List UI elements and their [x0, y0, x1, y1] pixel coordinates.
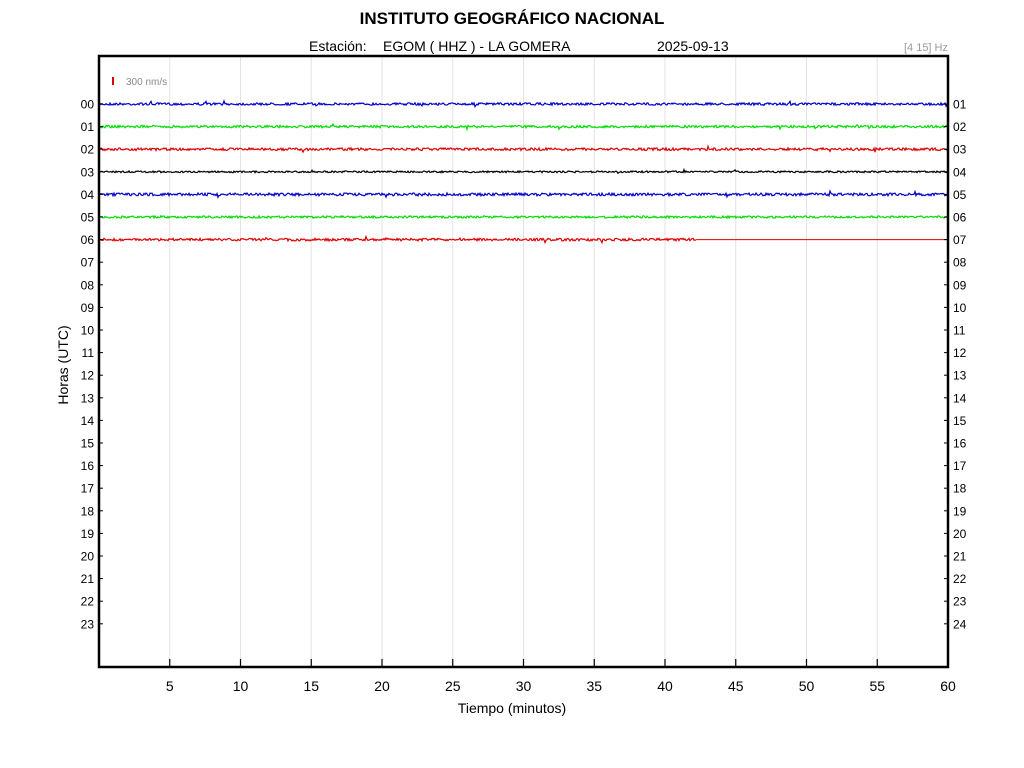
hour-label-left: 07 — [81, 256, 95, 270]
hour-label-left: 03 — [81, 165, 95, 179]
x-tick-label: 5 — [166, 678, 174, 694]
date-label: 2025-09-13 — [657, 38, 729, 54]
x-tick-label: 45 — [728, 678, 744, 694]
hour-label-left: 22 — [81, 595, 95, 609]
hour-label-left: 02 — [81, 143, 95, 157]
hour-label-right: 12 — [953, 346, 967, 360]
seismic-trace-02 — [98, 144, 949, 154]
hour-label-right: 16 — [953, 437, 967, 451]
hour-label-left: 17 — [81, 482, 95, 496]
hour-label-left: 13 — [81, 391, 95, 405]
hour-label-left: 16 — [81, 459, 95, 473]
hour-label-right: 22 — [953, 572, 967, 586]
hour-label-left: 06 — [81, 233, 95, 247]
hour-label-left: 08 — [81, 278, 95, 292]
x-tick-label: 15 — [303, 678, 319, 694]
hour-label-right: 24 — [953, 617, 967, 631]
hour-label-left: 11 — [82, 346, 95, 360]
hour-label-right: 11 — [953, 324, 966, 338]
hour-label-left: 14 — [81, 414, 95, 428]
hour-label-left: 00 — [81, 98, 95, 112]
hour-label-right: 14 — [953, 391, 967, 405]
hour-label-right: 10 — [953, 301, 967, 315]
x-tick-label: 20 — [374, 678, 390, 694]
hour-label-right: 04 — [953, 165, 967, 179]
hour-label-right: 18 — [953, 482, 967, 496]
hour-label-right: 01 — [953, 98, 967, 112]
hour-label-right: 20 — [953, 527, 967, 541]
hour-label-right: 09 — [953, 278, 967, 292]
hour-label-right: 21 — [953, 550, 967, 564]
hour-label-left: 23 — [81, 617, 95, 631]
hour-label-left: 05 — [81, 211, 95, 225]
hour-label-left: 10 — [81, 324, 95, 338]
hour-label-right: 15 — [953, 414, 967, 428]
hour-label-right: 03 — [953, 143, 967, 157]
x-axis-label: Tiempo (minutos) — [457, 700, 567, 716]
hour-label-right: 06 — [953, 211, 967, 225]
x-tick-label: 40 — [657, 678, 673, 694]
hour-label-left: 04 — [81, 188, 95, 202]
hour-label-right: 08 — [953, 256, 967, 270]
x-tick-label: 10 — [233, 678, 249, 694]
hour-label-right: 07 — [953, 233, 967, 247]
seismic-trace-06 — [98, 234, 697, 245]
hour-label-left: 20 — [81, 550, 95, 564]
filter-band-label: [4 15] Hz — [903, 42, 948, 54]
hour-label-right: 23 — [953, 595, 967, 609]
x-tick-label: 55 — [869, 678, 885, 694]
x-tick-label: 35 — [586, 678, 602, 694]
hour-label-left: 18 — [81, 504, 95, 518]
station-name: EGOM ( HHZ ) - LA GOMERA — [383, 38, 571, 54]
seismic-trace-04 — [98, 189, 949, 199]
x-tick-label: 50 — [799, 678, 815, 694]
seismic-trace-05 — [98, 214, 949, 220]
hour-label-left: 12 — [81, 369, 95, 383]
hour-label-right: 19 — [953, 504, 967, 518]
hour-label-right: 02 — [953, 120, 967, 134]
amplitude-scale-label: 300 nm/s — [126, 77, 167, 88]
hour-label-left: 15 — [81, 437, 95, 451]
hour-label-left: 21 — [81, 572, 95, 586]
seismic-trace-03 — [98, 167, 949, 175]
x-tick-label: 60 — [940, 678, 956, 694]
hour-label-right: 05 — [953, 188, 967, 202]
seismic-trace-01 — [98, 122, 949, 132]
hour-label-right: 17 — [953, 459, 967, 473]
chart-title: INSTITUTO GEOGRÁFICO NACIONAL — [359, 9, 665, 28]
hour-label-right: 13 — [953, 369, 967, 383]
seismic-trace-00 — [98, 99, 949, 109]
station-label: Estación: — [309, 38, 367, 54]
x-tick-label: 30 — [516, 678, 532, 694]
hour-label-left: 01 — [81, 120, 95, 134]
hour-label-left: 19 — [81, 527, 95, 541]
x-tick-label: 25 — [445, 678, 461, 694]
hour-label-left: 09 — [81, 301, 95, 315]
